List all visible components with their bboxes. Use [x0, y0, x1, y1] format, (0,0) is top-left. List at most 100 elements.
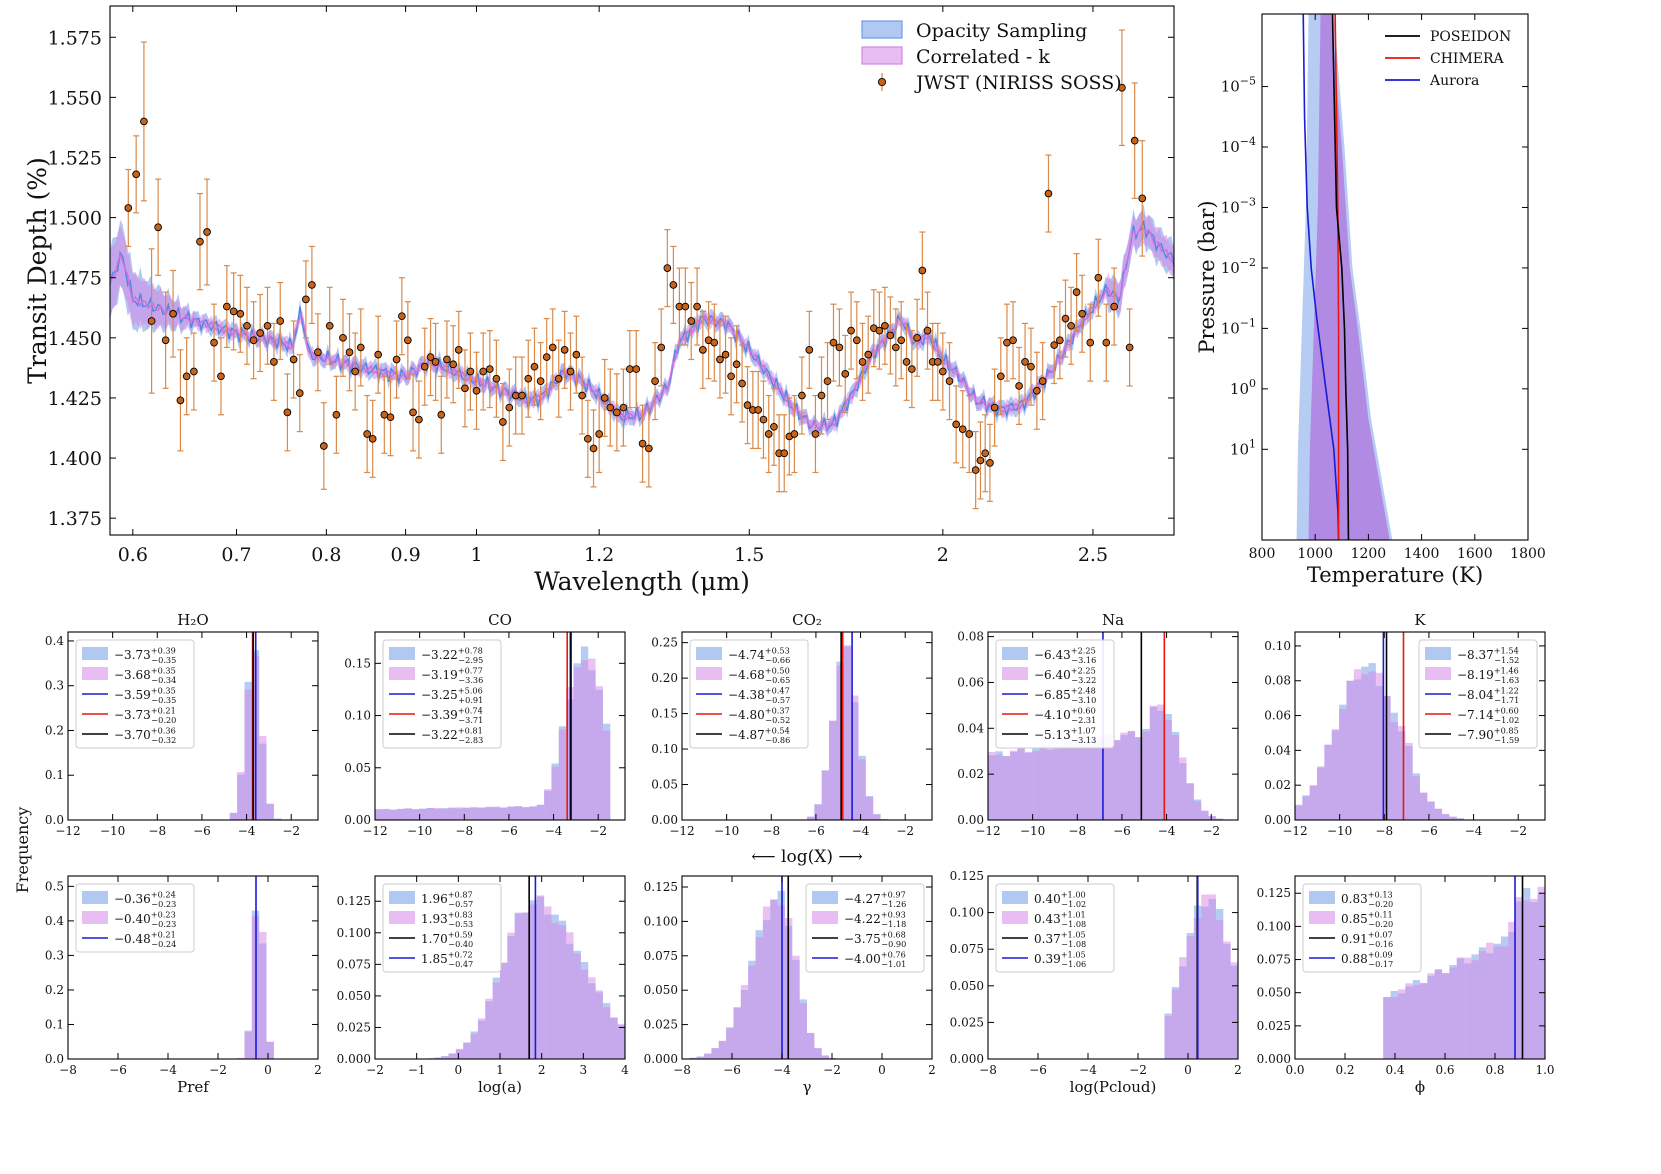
- posterior-xlabel: Pref: [177, 1078, 210, 1096]
- hist-bar-correlated: [1530, 898, 1538, 1059]
- hist-bar-correlated: [522, 912, 530, 1059]
- posterior-ytick-label: 0.15: [651, 707, 678, 721]
- data-point: [606, 368, 615, 447]
- hist-bar-correlated: [1500, 946, 1509, 1059]
- data-point: [1138, 140, 1147, 257]
- posterior-xtick-label: −6: [1420, 824, 1438, 838]
- hist-bar-correlated: [1442, 972, 1450, 1059]
- posterior-ytick-label: 0.000: [644, 1052, 678, 1066]
- data-point: [485, 330, 494, 409]
- data-point: [276, 281, 285, 361]
- posterior-ytick-label: 0.00: [957, 813, 984, 827]
- data-point: [351, 332, 360, 411]
- hist-bar-correlated: [558, 729, 567, 820]
- posterior-ytick-label: 0.08: [1264, 674, 1291, 688]
- data-point: [583, 399, 592, 478]
- posterior-ytick-label: 0.050: [337, 989, 371, 1003]
- posterior-xtick-label: −8: [762, 824, 780, 838]
- data-marker: [908, 365, 916, 373]
- spectrum-xlabel: Wavelength (μm): [534, 567, 750, 596]
- data-marker: [841, 370, 850, 378]
- data-marker: [511, 391, 520, 400]
- data-point: [380, 375, 389, 454]
- data-point: [651, 342, 659, 421]
- posterior-xtick-label: −2: [282, 824, 300, 838]
- posterior-panel: 0.0 0.2 0.4 0.6 0.8 1.0 0.000 0.025 0.050 0.075 0.…: [1257, 875, 1555, 1096]
- hist-bar-correlated: [441, 808, 449, 820]
- data-marker: [217, 372, 225, 381]
- data-marker: [243, 321, 251, 330]
- hist-bar-correlated: [500, 962, 508, 1059]
- data-point: [426, 317, 435, 397]
- data-marker: [154, 223, 162, 232]
- data-point: [754, 370, 763, 450]
- hist-bar-correlated: [588, 977, 596, 1059]
- data-marker: [263, 321, 272, 330]
- data-marker: [190, 367, 198, 376]
- data-point: [864, 315, 873, 394]
- posterior-panel: −12 −10 −8 −6 −4 −2 0.00 0.02 0.04 0.06 0.08 0.10 K −…: [1264, 611, 1546, 838]
- posterior-xtick-label: −12: [1282, 824, 1307, 838]
- hist-bar-correlated: [244, 689, 252, 820]
- data-point: [881, 286, 889, 365]
- posterior-xtick-label: 2: [538, 1063, 546, 1077]
- posterior-xtick-label: −1: [408, 1063, 426, 1077]
- posterior-frame: [67, 631, 319, 821]
- posterior-ytick-label: 0.02: [1264, 778, 1291, 792]
- data-marker: [847, 326, 855, 335]
- posterior-ytick-label: 0.05: [651, 778, 678, 792]
- data-point: [548, 308, 557, 387]
- data-point: [289, 320, 298, 399]
- posterior-legend-label: −3.73+0.21 −0.20: [114, 706, 176, 726]
- pt-xtick-label: 1000: [1297, 546, 1333, 562]
- pt-chimera-line: [1334, 14, 1340, 540]
- posterior-xtick-label: −10: [1327, 824, 1352, 838]
- hist-bar-correlated: [573, 667, 581, 820]
- hist-bar-correlated: [1105, 739, 1113, 820]
- spectrum-frame: [109, 5, 1175, 536]
- posterior-legend-label: 0.37+1.05 −1.08: [1034, 930, 1086, 950]
- posterior-legend-label: −0.48+0.21 −0.24: [114, 930, 176, 950]
- hist-bar-correlated: [740, 984, 749, 1059]
- posterior-legend-label: −4.74+0.53 −0.66: [728, 646, 790, 666]
- hist-bar-correlated: [1186, 936, 1194, 1059]
- hist-bar-correlated: [1390, 996, 1398, 1059]
- posterior-legend-label: −4.68+0.50 −0.65: [728, 666, 790, 686]
- data-point: [699, 310, 707, 389]
- hist-bar-correlated: [259, 735, 267, 820]
- posterior-ytick-label: 0.05: [344, 761, 371, 775]
- posterior-legend-label: −3.19+0.77 −3.36: [421, 666, 483, 686]
- data-point: [764, 394, 773, 474]
- data-marker: [1102, 338, 1111, 347]
- hist-bar-correlated: [1208, 894, 1216, 1059]
- posterior-legend-box: [805, 883, 925, 973]
- spectrum-ytick-label: 1.475: [48, 268, 102, 290]
- data-marker: [249, 336, 258, 345]
- data-marker: [548, 343, 557, 352]
- spectrum-xtick-label: 0.6: [118, 544, 148, 566]
- data-marker: [759, 415, 768, 424]
- spectrum-legend: Opacity Sampling Correlated - k JWST (NIRI…: [861, 20, 1122, 94]
- data-point: [236, 274, 245, 353]
- data-marker: [829, 338, 838, 347]
- data-point: [210, 303, 218, 382]
- posterior-legend-label: −4.22+0.93 −1.18: [844, 910, 906, 930]
- data-point: [566, 332, 575, 411]
- data-marker: [645, 444, 653, 453]
- data-point: [952, 385, 961, 464]
- hist-bar-correlated: [1061, 745, 1069, 820]
- data-marker: [632, 365, 641, 373]
- data-marker: [651, 377, 659, 385]
- data-marker: [236, 309, 245, 318]
- data-marker: [530, 362, 539, 371]
- posterior-ytick-label: 0.06: [1264, 709, 1291, 723]
- posterior-ytick-label: 0.25: [651, 636, 678, 650]
- posterior-xlabel: log(Pcloud): [1070, 1078, 1157, 1096]
- hist-bar-correlated: [595, 686, 603, 820]
- hist-bar-correlated: [375, 808, 383, 820]
- posterior-ytick-label: 0.075: [1257, 953, 1291, 967]
- hist-bar-correlated: [419, 809, 427, 820]
- hist-bar-correlated: [1142, 731, 1150, 820]
- posterior-legend-label: −3.70+0.36 −0.32: [114, 726, 176, 746]
- data-marker: [743, 401, 752, 410]
